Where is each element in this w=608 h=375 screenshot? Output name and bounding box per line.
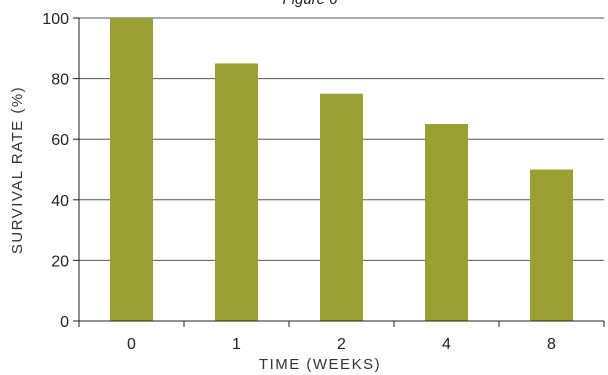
bar [425, 124, 468, 321]
x-tick-label: 0 [127, 336, 136, 353]
x-tick-label: 1 [232, 336, 241, 353]
y-tick-label: 20 [51, 253, 69, 270]
x-axis-title: TIME (WEEKS) [259, 356, 381, 373]
axes [73, 17, 605, 327]
y-tick-label: 60 [51, 132, 69, 149]
bar [110, 18, 153, 321]
bar [320, 93, 363, 321]
bar [215, 63, 258, 321]
y-tick-labels: 0 20 40 60 80 100 [42, 11, 69, 331]
y-tick-label: 100 [42, 11, 69, 28]
bars [110, 18, 573, 321]
x-tick-label: 2 [337, 336, 346, 353]
x-tick-label: 8 [547, 336, 556, 353]
x-tick-label: 4 [442, 336, 451, 353]
y-tick-label: 40 [51, 193, 69, 210]
bar [530, 169, 573, 321]
chart-title: Figure 6 [282, 0, 338, 8]
y-axis-title: SURVIVAL RATE (%) [9, 86, 26, 254]
x-tick-labels: 0 1 2 4 8 [127, 336, 556, 353]
y-tick-label: 0 [60, 314, 69, 331]
y-tick-label: 80 [51, 72, 69, 89]
